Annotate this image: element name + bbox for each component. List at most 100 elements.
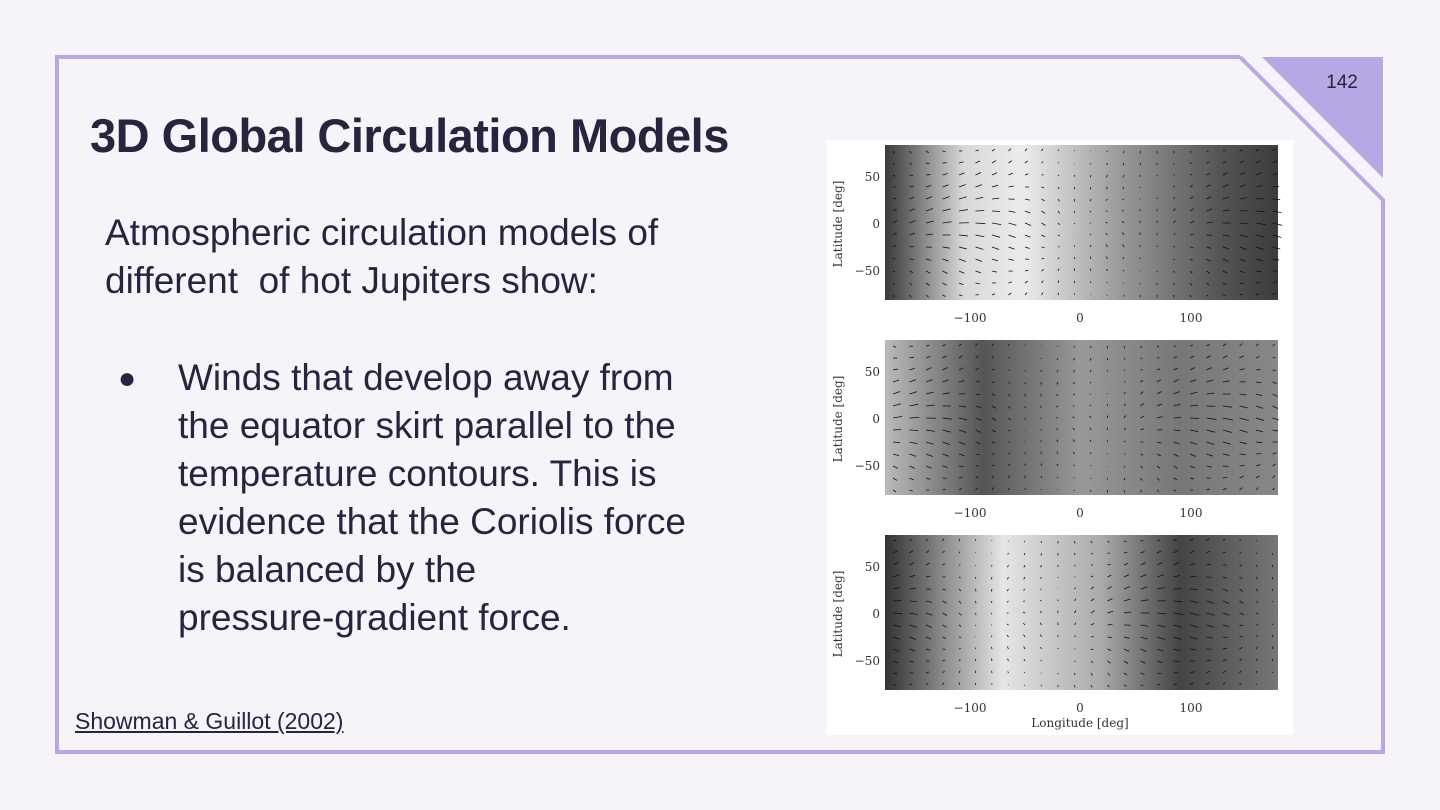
wind-arrow bbox=[1123, 586, 1130, 590]
wind-arrow bbox=[1074, 610, 1077, 614]
x-tick-label: −100 bbox=[954, 311, 987, 325]
wind-arrow bbox=[1272, 222, 1283, 226]
wind-arrow bbox=[1156, 672, 1162, 674]
wind-arrow bbox=[1156, 489, 1160, 492]
wind-arrow bbox=[1222, 343, 1227, 347]
wind-arrow bbox=[1041, 161, 1044, 164]
wind-arrow bbox=[991, 343, 994, 347]
wind-arrow bbox=[1189, 671, 1195, 674]
wind-arrow bbox=[1173, 600, 1183, 603]
wind-arrow bbox=[1105, 232, 1108, 236]
wind-arrow bbox=[1123, 562, 1129, 566]
wind-arrow bbox=[1173, 270, 1175, 274]
wind-arrow bbox=[1272, 258, 1280, 261]
wind-arrow bbox=[925, 174, 931, 176]
wind-arrow bbox=[1239, 234, 1248, 238]
wind-arrow bbox=[1040, 393, 1042, 397]
wind-arrow bbox=[1156, 403, 1163, 407]
wind-arrow bbox=[942, 150, 946, 153]
wind-arrow bbox=[942, 258, 949, 262]
wind-arrow bbox=[958, 234, 968, 237]
wind-arrow bbox=[975, 184, 983, 188]
wind-arrow bbox=[1239, 487, 1243, 491]
wind-arrow bbox=[1189, 417, 1200, 419]
wind-arrow bbox=[991, 487, 994, 491]
wind-arrow bbox=[1122, 198, 1125, 200]
wind-arrow bbox=[1239, 405, 1248, 409]
wind-arrow bbox=[892, 232, 897, 236]
citation-link[interactable]: Showman & Guillot (2002) bbox=[75, 708, 344, 734]
wind-arrow bbox=[1006, 623, 1009, 626]
wind-arrow bbox=[1239, 600, 1244, 604]
wind-arrow bbox=[1140, 489, 1143, 493]
wind-arrow bbox=[892, 391, 901, 395]
wind-arrow bbox=[1008, 210, 1016, 213]
wind-arrow bbox=[991, 646, 993, 650]
wind-arrow bbox=[1022, 622, 1026, 626]
wind-arrow bbox=[1272, 417, 1279, 421]
wind-arrow bbox=[1090, 684, 1093, 688]
wind-arrow bbox=[942, 294, 946, 297]
wind-arrow bbox=[1239, 658, 1243, 662]
y-axis-label: Latitude [deg] bbox=[831, 571, 845, 658]
wind-arrow bbox=[1123, 440, 1126, 443]
wind-arrow bbox=[1206, 429, 1216, 433]
wind-arrow bbox=[1189, 220, 1195, 224]
wind-arrow bbox=[1206, 612, 1215, 616]
wind-arrow bbox=[1255, 160, 1261, 164]
wind-arrow bbox=[1139, 232, 1141, 236]
wind-arrow bbox=[1008, 258, 1014, 261]
wind-arrow bbox=[1189, 391, 1198, 395]
wind-arrow bbox=[1255, 293, 1260, 296]
wind-arrow bbox=[1024, 246, 1030, 249]
wind-arrow bbox=[1156, 648, 1164, 652]
wind-arrow bbox=[1008, 463, 1011, 467]
wind-arrow bbox=[1255, 441, 1263, 444]
wind-arrow bbox=[1107, 660, 1111, 664]
wind-arrow bbox=[991, 658, 993, 662]
y-tick-label: −50 bbox=[855, 264, 880, 278]
wind-arrow bbox=[1008, 405, 1011, 409]
wind-arrow bbox=[958, 576, 961, 579]
wind-arrow bbox=[1189, 575, 1197, 578]
wind-arrow bbox=[1041, 222, 1046, 226]
wind-arrow bbox=[1123, 540, 1127, 543]
wind-arrow bbox=[1255, 148, 1260, 152]
wind-arrow bbox=[958, 624, 962, 628]
wind-arrow bbox=[1140, 636, 1148, 640]
wind-arrow bbox=[942, 184, 949, 188]
wind-arrow bbox=[1056, 476, 1059, 479]
wind-arrow bbox=[942, 488, 946, 491]
wind-arrow bbox=[958, 282, 964, 286]
wind-arrow bbox=[1173, 356, 1178, 359]
wind-arrow bbox=[1156, 441, 1162, 444]
wind-arrow bbox=[1089, 210, 1092, 213]
wind-arrow bbox=[958, 405, 967, 408]
page-number: 142 bbox=[1326, 72, 1358, 93]
wind-arrow bbox=[1173, 150, 1175, 154]
wind-arrow bbox=[1173, 683, 1177, 686]
wind-arrow bbox=[1206, 441, 1215, 445]
wind-arrow bbox=[1189, 233, 1194, 236]
wind-arrow bbox=[925, 150, 929, 154]
wind-arrow bbox=[909, 208, 916, 212]
wind-arrow bbox=[1008, 148, 1012, 152]
wind-arrow bbox=[975, 368, 980, 371]
wind-arrow bbox=[925, 538, 929, 542]
wind-arrow bbox=[1023, 552, 1026, 556]
wind-arrow bbox=[1189, 173, 1193, 176]
wind-arrow bbox=[1255, 270, 1262, 273]
wind-arrow bbox=[1206, 670, 1211, 674]
wind-arrow bbox=[1222, 234, 1231, 237]
wind-arrow bbox=[1140, 586, 1148, 590]
wind-arrow bbox=[909, 489, 913, 492]
wind-arrow bbox=[909, 465, 916, 469]
wind-arrow bbox=[1255, 405, 1264, 409]
wind-arrow bbox=[1255, 381, 1262, 384]
wind-arrow bbox=[1072, 393, 1075, 396]
wind-arrow bbox=[1255, 588, 1259, 592]
wind-arrow bbox=[1123, 369, 1126, 371]
wind-arrow bbox=[1189, 612, 1200, 616]
wind-arrow bbox=[925, 465, 932, 469]
